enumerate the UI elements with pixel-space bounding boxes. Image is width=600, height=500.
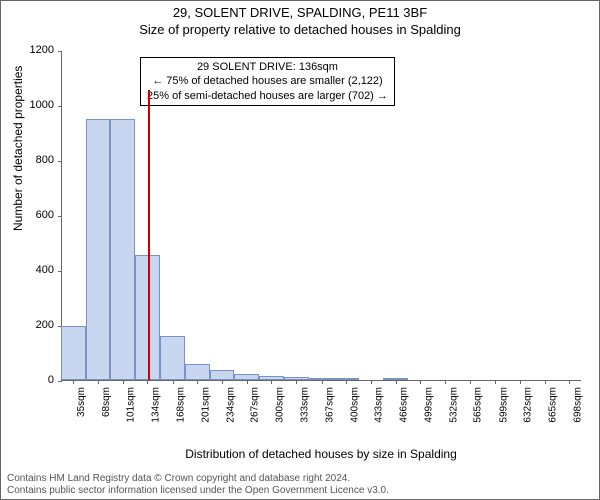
x-tick-label: 532sqm — [448, 387, 459, 423]
x-tick-mark — [470, 380, 471, 384]
x-tick-label: 134sqm — [150, 387, 161, 423]
info-line-3: 25% of semi-detached houses are larger (… — [147, 89, 388, 103]
x-axis-label: Distribution of detached houses by size … — [61, 447, 581, 461]
x-tick-mark — [147, 380, 148, 384]
y-tick-label: 1000 — [14, 99, 54, 111]
x-tick-label: 201sqm — [200, 387, 211, 423]
x-tick-label: 234sqm — [225, 387, 236, 423]
x-tick-label: 565sqm — [473, 387, 484, 423]
x-tick-label: 101sqm — [126, 387, 137, 423]
x-tick-mark — [445, 380, 446, 384]
x-tick-label: 300sqm — [275, 387, 286, 423]
y-tick-label: 1200 — [14, 44, 54, 56]
histogram-bar — [334, 378, 359, 380]
x-tick-mark — [222, 380, 223, 384]
footer-line-1: Contains HM Land Registry data © Crown c… — [7, 473, 593, 485]
x-tick-mark — [173, 380, 174, 384]
x-tick-label: 599sqm — [498, 387, 509, 423]
y-tick-label: 0 — [14, 374, 54, 386]
info-box: 29 SOLENT DRIVE: 136sqm ← 75% of detache… — [140, 57, 395, 106]
x-tick-mark — [247, 380, 248, 384]
x-tick-label: 367sqm — [325, 387, 336, 423]
x-tick-label: 665sqm — [548, 387, 559, 423]
x-tick-mark — [197, 380, 198, 384]
histogram-bar — [110, 119, 135, 380]
histogram-bar — [383, 378, 408, 380]
y-axis-label: Number of detached properties — [11, 66, 25, 231]
x-tick-mark — [346, 380, 347, 384]
histogram-bar — [185, 364, 210, 381]
x-tick-label: 400sqm — [349, 387, 360, 423]
y-tick-mark — [58, 271, 62, 272]
footer: Contains HM Land Registry data © Crown c… — [7, 473, 593, 497]
y-tick-mark — [58, 216, 62, 217]
y-tick-mark — [58, 51, 62, 52]
y-tick-mark — [58, 381, 62, 382]
x-tick-mark — [495, 380, 496, 384]
x-tick-label: 466sqm — [399, 387, 410, 423]
x-tick-label: 433sqm — [374, 387, 385, 423]
info-line-1: 29 SOLENT DRIVE: 136sqm — [147, 60, 388, 74]
histogram-bar — [86, 119, 111, 380]
x-tick-mark — [73, 380, 74, 384]
y-tick-mark — [58, 106, 62, 107]
page-title: 29, SOLENT DRIVE, SPALDING, PE11 3BF — [1, 1, 599, 20]
footer-line-2: Contains public sector information licen… — [7, 485, 593, 497]
x-tick-mark — [271, 380, 272, 384]
x-tick-mark — [520, 380, 521, 384]
x-tick-label: 35sqm — [76, 387, 87, 417]
histogram-bar — [284, 377, 309, 380]
y-tick-label: 600 — [14, 209, 54, 221]
x-tick-mark — [545, 380, 546, 384]
chart-container: 29, SOLENT DRIVE, SPALDING, PE11 3BF Siz… — [0, 0, 600, 500]
x-tick-label: 267sqm — [250, 387, 261, 423]
histogram-bar — [61, 326, 86, 380]
x-tick-mark — [322, 380, 323, 384]
y-tick-label: 400 — [14, 264, 54, 276]
info-line-2: ← 75% of detached houses are smaller (2,… — [147, 74, 388, 88]
chart-area: 29 SOLENT DRIVE: 136sqm ← 75% of detache… — [61, 51, 581, 411]
histogram-bar — [259, 376, 284, 380]
x-tick-label: 333sqm — [299, 387, 310, 423]
x-tick-mark — [420, 380, 421, 384]
x-tick-label: 168sqm — [176, 387, 187, 423]
histogram-bar — [234, 374, 259, 380]
histogram-bar — [160, 336, 185, 380]
x-tick-label: 499sqm — [423, 387, 434, 423]
x-tick-mark — [296, 380, 297, 384]
x-tick-mark — [396, 380, 397, 384]
x-tick-label: 68sqm — [101, 387, 112, 417]
histogram-bar — [309, 378, 334, 380]
plot-region: 29 SOLENT DRIVE: 136sqm ← 75% of detache… — [61, 51, 581, 381]
x-tick-mark — [98, 380, 99, 384]
histogram-bar — [210, 370, 235, 380]
y-tick-mark — [58, 161, 62, 162]
y-tick-label: 800 — [14, 154, 54, 166]
y-tick-label: 200 — [14, 319, 54, 331]
x-tick-mark — [371, 380, 372, 384]
x-tick-label: 698sqm — [572, 387, 583, 423]
page-subtitle: Size of property relative to detached ho… — [1, 20, 599, 37]
x-tick-label: 632sqm — [523, 387, 534, 423]
property-marker-line — [148, 90, 150, 380]
x-tick-mark — [123, 380, 124, 384]
x-tick-mark — [569, 380, 570, 384]
